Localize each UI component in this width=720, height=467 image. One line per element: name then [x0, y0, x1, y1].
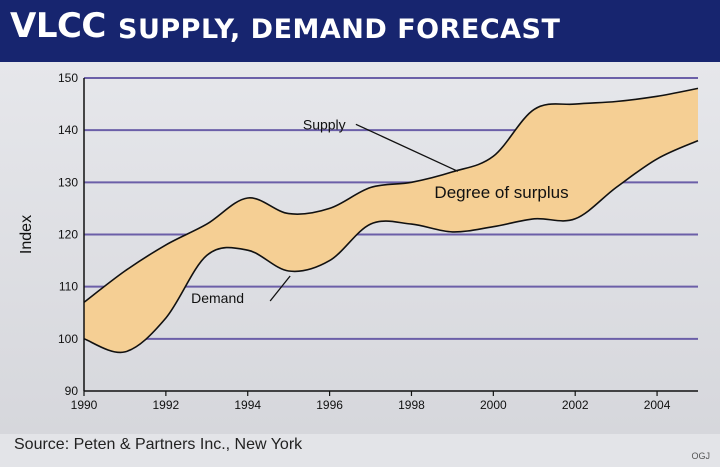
supply-leader-line [355, 123, 459, 172]
y-tick-label-150: 150 [58, 71, 78, 85]
x-tick-label-2004: 2004 [644, 398, 671, 412]
x-tick-label-2000: 2000 [480, 398, 507, 412]
x-tick-label-1998: 1998 [398, 398, 425, 412]
x-tick-label-1992: 1992 [153, 398, 180, 412]
chart-svg: 90 100 110 120 130 140 150 1990 1992 1994 1996 1998… [0, 62, 720, 434]
demand-line [83, 139, 699, 354]
chart-title: VLCC [10, 6, 106, 46]
supply-annotation: Supply [303, 116, 346, 132]
title-bar: VLCC SUPPLY, DEMAND FORECAST [0, 0, 720, 62]
x-tick-label-1990: 1990 [71, 398, 98, 412]
credit-label: OGJ [691, 451, 710, 461]
y-tick-label-90: 90 [65, 384, 79, 398]
source-note: Source: Peten & Partners Inc., New York [14, 436, 303, 453]
x-tick-label-2002: 2002 [562, 398, 589, 412]
y-tick-label-130: 130 [58, 175, 78, 189]
surplus-annotation: Degree of surplus [434, 183, 568, 202]
chart-subtitle: SUPPLY, DEMAND FORECAST [118, 14, 561, 45]
demand-annotation: Demand [191, 290, 244, 306]
y-tick-label-110: 110 [59, 280, 78, 294]
y-tick-label-100: 100 [58, 332, 78, 346]
surplus-band [84, 88, 698, 353]
supply-line [83, 87, 699, 303]
y-tick-label-120: 120 [58, 228, 78, 242]
x-tick-label-1994: 1994 [234, 398, 261, 412]
y-tick-label-140: 140 [58, 123, 78, 137]
demand-leader-line [269, 275, 291, 302]
y-axis-label: Index [18, 215, 35, 254]
x-tick-label-1996: 1996 [316, 398, 343, 412]
